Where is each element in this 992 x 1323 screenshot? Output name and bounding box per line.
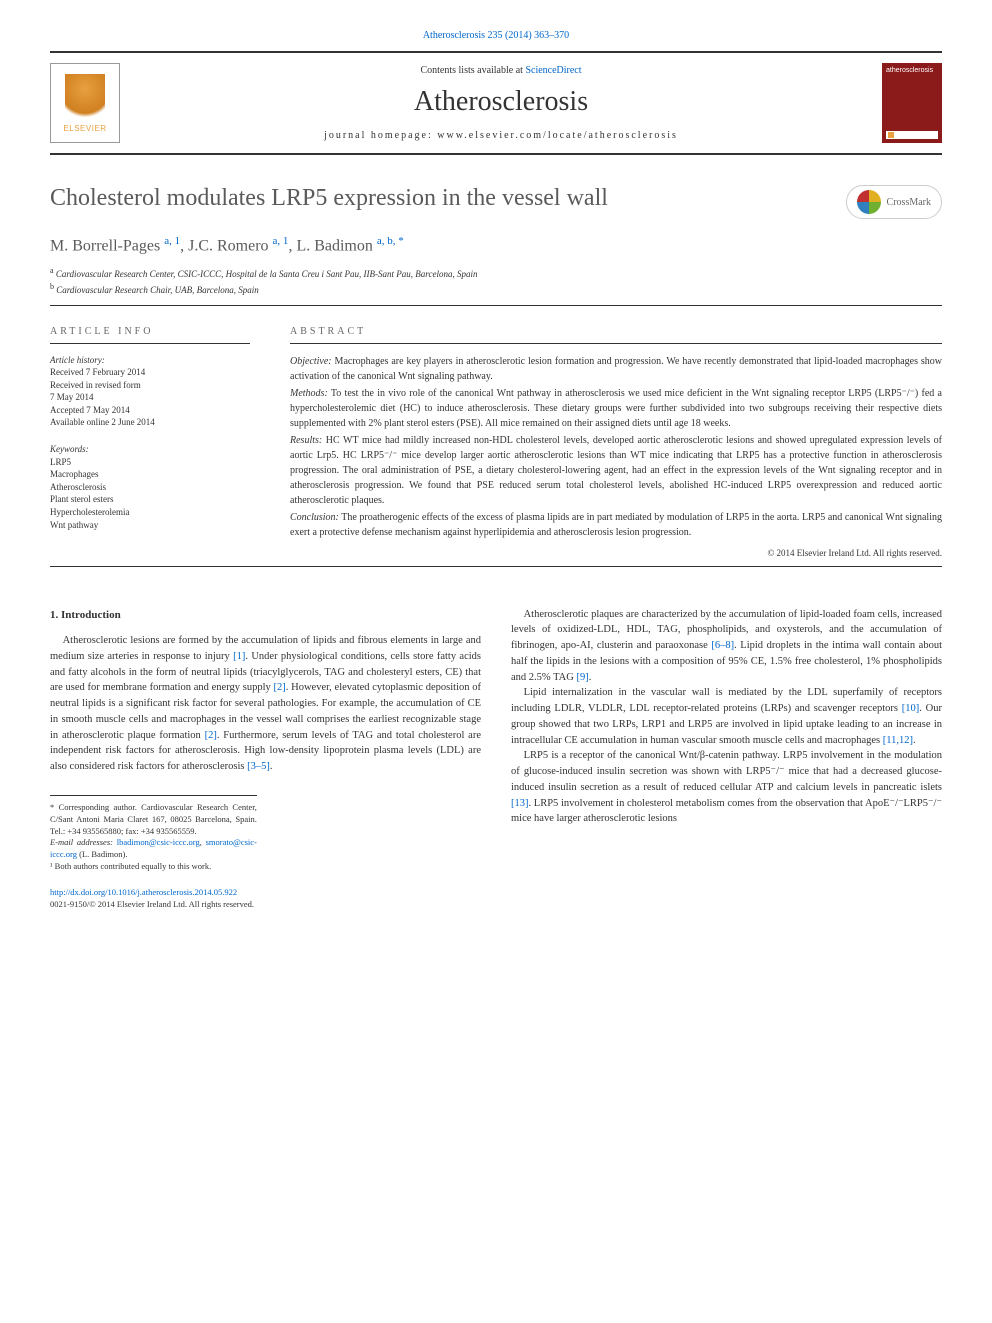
body-paragraph: Atherosclerotic lesions are formed by th… (50, 633, 481, 775)
abstract-paragraph: Methods: To test the in vivo role of the… (290, 386, 942, 431)
crossmark-icon (857, 190, 881, 214)
abstract-body: Objective: Macrophages are key players i… (290, 354, 942, 540)
body-paragraph: Lipid internalization in the vascular wa… (511, 685, 942, 748)
contents-line: Contents lists available at ScienceDirec… (120, 65, 882, 76)
sciencedirect-link[interactable]: ScienceDirect (525, 65, 581, 76)
journal-cover-thumbnail[interactable]: atherosclerosis (882, 63, 942, 143)
body-columns: 1. Introduction Atherosclerotic lesions … (50, 607, 942, 911)
keyword: Macrophages (50, 468, 250, 481)
keywords-block: Keywords: LRP5MacrophagesAtherosclerosis… (50, 443, 250, 531)
divider (50, 566, 942, 567)
affiliation-line: b Cardiovascular Research Chair, UAB, Ba… (50, 281, 942, 297)
header-citation[interactable]: Atherosclerosis 235 (2014) 363–370 (50, 30, 942, 41)
divider (50, 305, 942, 306)
elsevier-brand-text: ELSEVIER (63, 124, 106, 133)
contents-prefix: Contents lists available at (420, 65, 525, 76)
keyword: LRP5 (50, 456, 250, 469)
crossmark-label: CrossMark (887, 197, 931, 208)
cover-bar-icon (886, 131, 938, 139)
authors-line: M. Borrell-Pages a, 1, J.C. Romero a, 1,… (50, 235, 942, 255)
affiliation-line: a Cardiovascular Research Center, CSIC-I… (50, 265, 942, 281)
info-abstract-row: ARTICLE INFO Article history: Received 7… (50, 326, 942, 558)
history-line: Available online 2 June 2014 (50, 416, 250, 429)
history-line: Received in revised form (50, 379, 250, 392)
article-history: Article history: Received 7 February 201… (50, 354, 250, 430)
article-info-label: ARTICLE INFO (50, 326, 250, 344)
issn-copyright: 0021-9150/© 2014 Elsevier Ireland Ltd. A… (50, 899, 254, 909)
email-link[interactable]: lbadimon@csic-iccc.org (117, 837, 200, 847)
doi-link[interactable]: http://dx.doi.org/10.1016/j.atherosclero… (50, 887, 237, 897)
doi-block: http://dx.doi.org/10.1016/j.atherosclero… (50, 887, 481, 911)
ref-link[interactable]: [3–5] (247, 761, 270, 772)
ref-link[interactable]: [6–8] (711, 640, 734, 651)
equal-contribution-note: ¹ Both authors contributed equally to th… (50, 861, 257, 873)
history-line: Received 7 February 2014 (50, 366, 250, 379)
ref-link[interactable]: [2] (274, 682, 286, 693)
ref-link[interactable]: [2] (205, 730, 217, 741)
history-line: Accepted 7 May 2014 (50, 404, 250, 417)
ref-link[interactable]: [13] (511, 798, 529, 809)
keyword: Plant sterol esters (50, 493, 250, 506)
article-info: ARTICLE INFO Article history: Received 7… (50, 326, 250, 558)
cover-title: atherosclerosis (886, 67, 938, 74)
crossmark-badge[interactable]: CrossMark (846, 185, 942, 219)
abstract: ABSTRACT Objective: Macrophages are key … (290, 326, 942, 558)
corresponding-author-note: * Corresponding author. Cardiovascular R… (50, 802, 257, 838)
body-paragraph: LRP5 is a receptor of the canonical Wnt/… (511, 748, 942, 827)
homepage-url[interactable]: www.elsevier.com/locate/atherosclerosis (437, 130, 678, 141)
ref-link[interactable]: [9] (576, 672, 588, 683)
section-heading-intro: 1. Introduction (50, 607, 481, 624)
abstract-label: ABSTRACT (290, 326, 942, 344)
body-paragraph: Atherosclerotic plaques are characterize… (511, 607, 942, 686)
history-line: 7 May 2014 (50, 391, 250, 404)
homepage-prefix: journal homepage: (324, 130, 437, 141)
banner-center: Contents lists available at ScienceDirec… (120, 65, 882, 141)
history-label: Article history: (50, 354, 250, 367)
affiliations: a Cardiovascular Research Center, CSIC-I… (50, 265, 942, 296)
ref-link[interactable]: [11,12] (883, 735, 913, 746)
article-title: Cholesterol modulates LRP5 expression in… (50, 185, 608, 212)
abstract-paragraph: Results: HC WT mice had mildly increased… (290, 433, 942, 508)
email-suffix: (L. Badimon). (79, 849, 127, 859)
abstract-paragraph: Conclusion: The proatherogenic effects o… (290, 510, 942, 540)
keyword: Hypercholesterolemia (50, 506, 250, 519)
homepage-line: journal homepage: www.elsevier.com/locat… (120, 130, 882, 141)
keyword: Wnt pathway (50, 519, 250, 532)
journal-banner: ELSEVIER Contents lists available at Sci… (50, 51, 942, 155)
abstract-paragraph: Objective: Macrophages are key players i… (290, 354, 942, 384)
keywords-label: Keywords: (50, 443, 250, 456)
elsevier-logo[interactable]: ELSEVIER (50, 63, 120, 143)
journal-name: Atherosclerosis (120, 86, 882, 118)
email-line: E-mail addresses: lbadimon@csic-iccc.org… (50, 837, 257, 861)
elsevier-tree-icon (65, 74, 105, 124)
title-row: Cholesterol modulates LRP5 expression in… (50, 185, 942, 219)
body-right-column: Atherosclerotic plaques are characterize… (511, 607, 942, 911)
email-label: E-mail addresses: (50, 837, 113, 847)
ref-link[interactable]: [1] (233, 651, 245, 662)
ref-link[interactable]: [10] (902, 703, 920, 714)
footnotes: * Corresponding author. Cardiovascular R… (50, 795, 257, 873)
keyword: Atherosclerosis (50, 481, 250, 494)
body-left-column: 1. Introduction Atherosclerotic lesions … (50, 607, 481, 911)
citation-link[interactable]: Atherosclerosis 235 (2014) 363–370 (423, 30, 569, 41)
abstract-copyright: © 2014 Elsevier Ireland Ltd. All rights … (290, 548, 942, 558)
